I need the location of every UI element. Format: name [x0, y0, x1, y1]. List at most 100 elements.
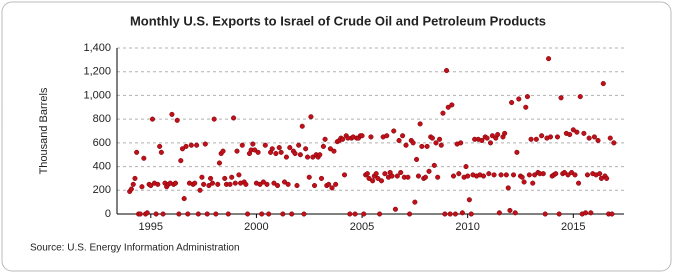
data-point [245, 211, 251, 217]
data-point [565, 172, 571, 178]
data-point [577, 94, 583, 100]
data-point [297, 152, 303, 158]
data-point [465, 173, 471, 179]
data-point [278, 149, 284, 155]
data-point [468, 211, 474, 217]
data-point [188, 142, 194, 148]
data-point [611, 140, 617, 146]
data-point [598, 175, 604, 181]
data-point [389, 173, 395, 179]
data-point [586, 135, 592, 141]
data-point [429, 135, 435, 141]
data-point [405, 174, 411, 180]
data-point [540, 171, 546, 177]
data-point [591, 134, 597, 140]
data-point [542, 211, 548, 217]
data-point [533, 136, 539, 142]
data-point [264, 181, 270, 187]
data-point [394, 173, 400, 179]
data-point [556, 211, 562, 217]
data-point [447, 211, 453, 217]
data-point [574, 129, 580, 135]
data-point [208, 175, 214, 181]
data-point [352, 211, 358, 217]
data-point [296, 142, 302, 148]
data-point [225, 211, 231, 217]
data-point [433, 140, 439, 146]
data-point [523, 104, 529, 110]
data-point [275, 182, 281, 189]
data-point [561, 169, 567, 176]
data-point [194, 142, 200, 148]
y-tick-label: 1,200 [83, 66, 111, 78]
data-point [521, 179, 527, 185]
data-point [280, 211, 286, 217]
data-point [285, 181, 291, 187]
data-point [250, 141, 256, 147]
data-point [609, 211, 615, 217]
data-point [576, 180, 582, 186]
data-point [299, 123, 305, 129]
data-point [273, 150, 279, 157]
data-point [209, 180, 216, 186]
data-point [382, 171, 388, 177]
data-point [546, 56, 552, 62]
x-tick-label: 1995 [139, 221, 163, 233]
data-point [132, 175, 138, 181]
data-point [216, 160, 223, 166]
data-point [442, 211, 448, 217]
data-point [229, 174, 235, 180]
data-point [554, 134, 561, 140]
data-point [220, 148, 226, 154]
y-tick-label: 1,000 [83, 89, 111, 101]
data-point [392, 206, 398, 212]
data-point [130, 181, 136, 187]
data-point [181, 196, 187, 202]
data-point [236, 172, 242, 178]
data-point [512, 210, 518, 216]
data-point [259, 211, 265, 217]
data-point [176, 211, 182, 217]
data-point [283, 154, 289, 160]
data-point [417, 121, 423, 127]
data-point [359, 133, 365, 139]
data-point [514, 149, 520, 155]
data-point [169, 111, 175, 117]
data-point [377, 211, 383, 217]
data-point [507, 207, 513, 213]
data-point [232, 180, 238, 186]
data-point [607, 135, 613, 141]
data-point [366, 175, 372, 181]
data-point [158, 149, 164, 155]
data-point [364, 171, 370, 177]
data-point [340, 136, 346, 142]
data-point [204, 211, 210, 217]
data-point [539, 133, 545, 139]
data-point [384, 133, 390, 139]
data-point [172, 180, 179, 186]
data-point [449, 102, 455, 108]
data-point [197, 187, 203, 193]
data-point [137, 211, 143, 217]
data-point [317, 152, 323, 158]
data-point [378, 178, 385, 184]
data-point [505, 185, 511, 191]
data-point [452, 211, 458, 217]
data-point [160, 211, 166, 217]
data-point [456, 171, 462, 177]
chart-title: Monthly U.S. Exports to Israel of Crude … [130, 13, 546, 28]
data-point [213, 211, 219, 217]
data-point [584, 172, 591, 178]
data-point [487, 140, 494, 146]
data-point [370, 178, 376, 184]
data-point [311, 182, 318, 189]
data-point [581, 130, 587, 136]
data-point [347, 211, 353, 217]
data-point [144, 210, 150, 216]
data-point [292, 150, 298, 157]
data-point [437, 136, 443, 142]
data-point [185, 211, 191, 217]
data-point [128, 186, 134, 192]
data-point [516, 96, 522, 102]
